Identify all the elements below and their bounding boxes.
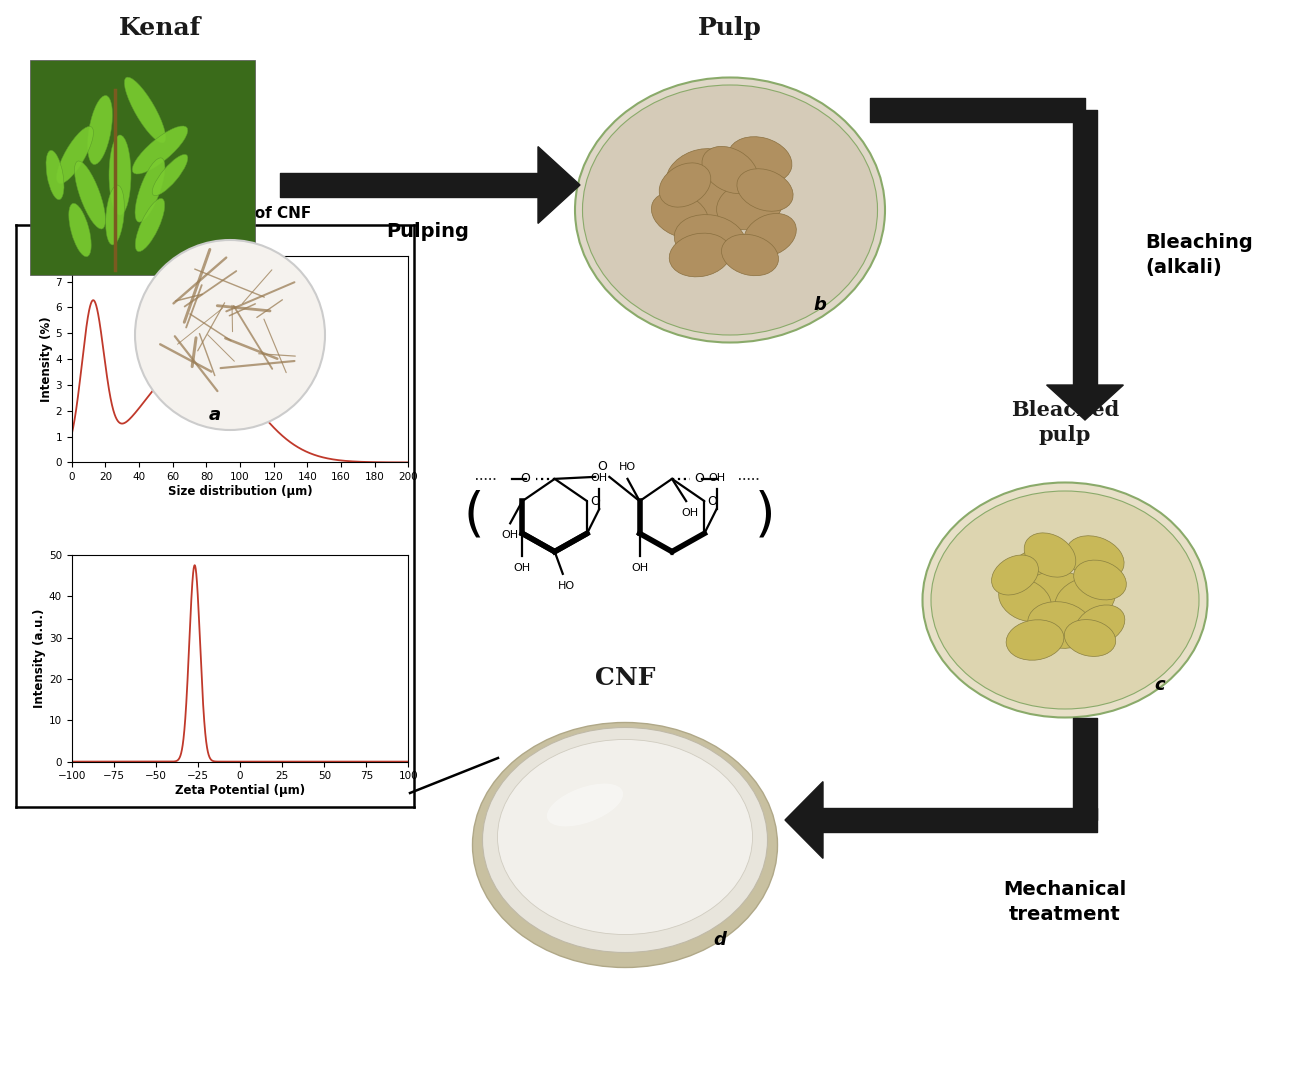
Ellipse shape (683, 174, 757, 226)
X-axis label: Zeta Potential (μm): Zeta Potential (μm) (175, 784, 305, 798)
Ellipse shape (547, 783, 622, 827)
Ellipse shape (56, 126, 94, 184)
Ellipse shape (744, 213, 796, 257)
Text: OH: OH (591, 473, 608, 483)
X-axis label: Size distribution (μm): Size distribution (μm) (168, 485, 312, 498)
Ellipse shape (472, 722, 778, 967)
Text: O: O (521, 472, 530, 485)
Ellipse shape (1066, 535, 1124, 580)
Text: O: O (590, 495, 600, 508)
Ellipse shape (1075, 605, 1125, 645)
Ellipse shape (651, 193, 709, 238)
Text: O: O (707, 495, 718, 508)
Text: O: O (598, 460, 607, 473)
Y-axis label: Intensity (a.u.): Intensity (a.u.) (33, 608, 46, 708)
Text: HO: HO (619, 462, 636, 472)
Y-axis label: Intensity (%): Intensity (%) (39, 317, 52, 401)
Text: OH: OH (501, 530, 519, 541)
Bar (30, 60, 254, 275)
Ellipse shape (1028, 602, 1092, 648)
Text: OH: OH (632, 562, 649, 572)
Ellipse shape (930, 491, 1199, 709)
Polygon shape (538, 147, 579, 223)
Ellipse shape (132, 126, 188, 174)
Text: Pulping: Pulping (386, 222, 470, 242)
Polygon shape (786, 781, 823, 858)
Ellipse shape (1021, 571, 1088, 619)
Ellipse shape (1010, 547, 1070, 593)
Ellipse shape (1024, 533, 1075, 577)
Ellipse shape (87, 96, 112, 164)
Ellipse shape (483, 728, 767, 952)
Ellipse shape (69, 203, 91, 257)
Text: ): ) (754, 490, 775, 541)
Ellipse shape (1074, 560, 1126, 599)
Ellipse shape (998, 579, 1052, 621)
Ellipse shape (659, 163, 711, 207)
Ellipse shape (675, 214, 745, 265)
Text: b: b (813, 296, 826, 314)
Ellipse shape (728, 137, 792, 183)
Ellipse shape (992, 555, 1039, 595)
Ellipse shape (124, 77, 166, 143)
Text: OH: OH (681, 508, 698, 518)
Text: Bleaching
(alkali): Bleaching (alkali) (1144, 233, 1253, 277)
Ellipse shape (106, 185, 124, 245)
Text: HO: HO (559, 581, 576, 591)
Text: Mechanical
treatment: Mechanical treatment (1004, 880, 1126, 924)
Ellipse shape (666, 149, 733, 201)
Ellipse shape (1054, 577, 1114, 623)
Ellipse shape (46, 150, 64, 200)
Ellipse shape (136, 198, 164, 251)
Ellipse shape (923, 482, 1207, 717)
Text: Bleached
pulp: Bleached pulp (1011, 400, 1120, 445)
Polygon shape (1047, 385, 1124, 420)
Ellipse shape (737, 169, 793, 211)
Ellipse shape (716, 181, 783, 230)
Ellipse shape (153, 154, 188, 196)
Text: (: ( (463, 490, 484, 541)
Text: Size & stability of CNF: Size & stability of CNF (120, 206, 311, 221)
Text: OH: OH (514, 562, 531, 572)
Circle shape (134, 240, 325, 430)
Ellipse shape (582, 85, 877, 335)
Ellipse shape (702, 147, 758, 194)
Text: Kenaf: Kenaf (119, 16, 201, 40)
Text: a: a (209, 406, 221, 424)
Text: OH: OH (707, 473, 726, 483)
Ellipse shape (669, 233, 731, 276)
Ellipse shape (134, 158, 164, 222)
Ellipse shape (497, 740, 753, 935)
Ellipse shape (110, 135, 130, 215)
Ellipse shape (74, 161, 106, 228)
Ellipse shape (1065, 619, 1116, 656)
Text: O: O (694, 472, 705, 485)
Text: c: c (1155, 676, 1165, 694)
Ellipse shape (576, 77, 885, 343)
Ellipse shape (1006, 620, 1064, 660)
Text: d: d (714, 931, 727, 949)
Ellipse shape (722, 234, 779, 275)
Text: CNF: CNF (595, 666, 655, 690)
Text: Pulp: Pulp (698, 16, 762, 40)
